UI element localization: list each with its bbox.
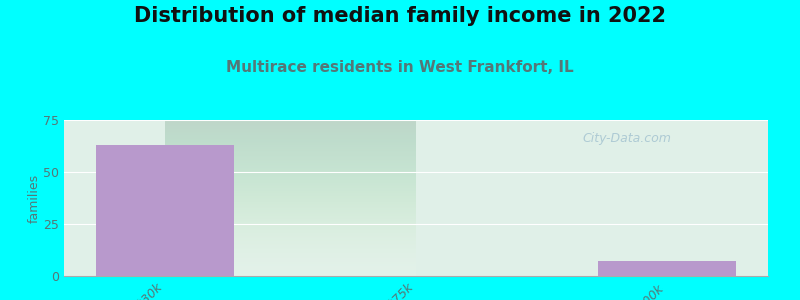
Bar	[96, 145, 234, 276]
Text: Distribution of median family income in 2022: Distribution of median family income in …	[134, 6, 666, 26]
Text: City-Data.com: City-Data.com	[582, 132, 672, 145]
Y-axis label: families: families	[27, 173, 40, 223]
Bar	[598, 261, 736, 276]
Text: Multirace residents in West Frankfort, IL: Multirace residents in West Frankfort, I…	[226, 60, 574, 75]
